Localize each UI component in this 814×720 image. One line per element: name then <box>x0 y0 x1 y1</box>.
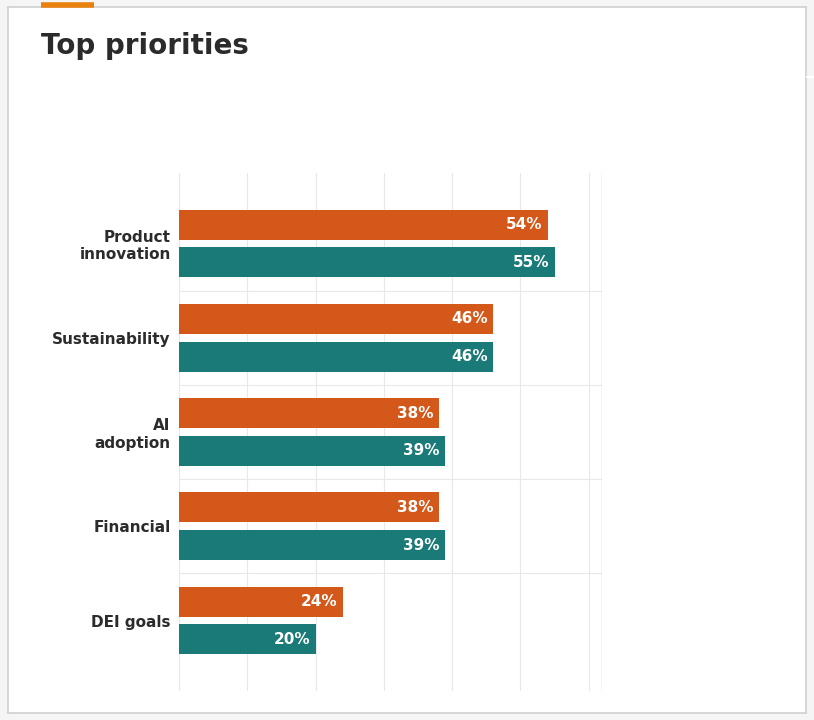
Bar <box>179 210 548 240</box>
Bar <box>179 530 445 560</box>
Text: 54%: 54% <box>505 217 542 232</box>
Text: 46%: 46% <box>451 349 488 364</box>
Text: 24%: 24% <box>301 594 338 609</box>
Text: 55%: 55% <box>513 255 549 270</box>
Bar <box>179 304 493 334</box>
Text: 38%: 38% <box>396 500 433 515</box>
Text: Top priorities: Top priorities <box>41 32 248 60</box>
Bar <box>179 492 439 523</box>
Text: 20%: 20% <box>274 632 310 647</box>
Bar <box>179 247 554 277</box>
Text: 39%: 39% <box>404 444 440 459</box>
Bar <box>179 398 439 428</box>
Bar <box>179 341 493 372</box>
Text: 39%: 39% <box>404 538 440 553</box>
Text: 46%: 46% <box>451 311 488 326</box>
Text: 38%: 38% <box>396 405 433 420</box>
Bar <box>179 624 316 654</box>
Legend: Engineers, Executives: Engineers, Executives <box>802 66 814 91</box>
Bar <box>179 436 445 466</box>
Bar <box>179 587 343 617</box>
